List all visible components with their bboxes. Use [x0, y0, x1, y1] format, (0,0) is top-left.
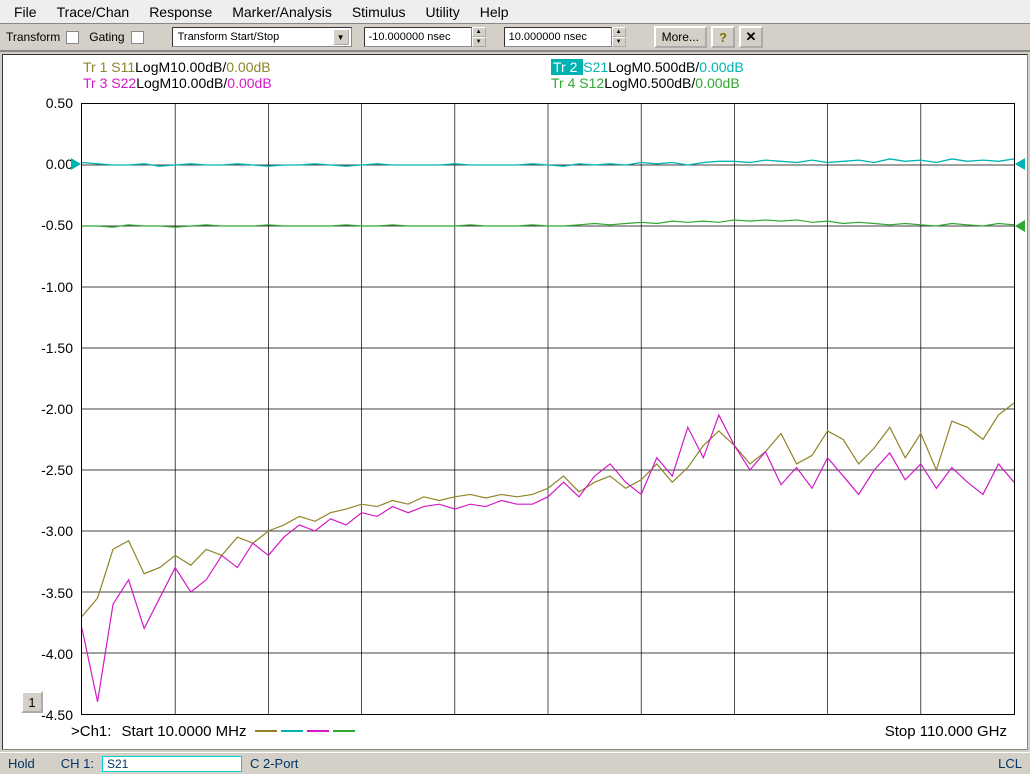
- menu-bar: File Trace/Chan Response Marker/Analysis…: [0, 0, 1030, 24]
- ref-marker[interactable]: [1015, 158, 1025, 170]
- legend-trace-id[interactable]: Tr 1: [83, 59, 111, 75]
- menu-utility[interactable]: Utility: [418, 2, 468, 22]
- spin-down-icon[interactable]: ▼: [612, 37, 626, 47]
- help-icon[interactable]: ?: [711, 26, 735, 48]
- legend-trace-id[interactable]: Tr 2: [551, 59, 583, 75]
- trace-legend: Tr 1 S11 LogM 10.00dB/ 0.00dBTr 2 S21 Lo…: [83, 59, 1019, 91]
- transform-label: Transform: [6, 30, 60, 44]
- menu-file[interactable]: File: [6, 2, 45, 22]
- plot-svg: [82, 104, 1014, 714]
- y-tick-label: -0.50: [41, 217, 73, 233]
- legend-trace-id[interactable]: Tr 3: [83, 75, 111, 91]
- more-button[interactable]: More...: [654, 26, 707, 48]
- menu-help[interactable]: Help: [472, 2, 517, 22]
- spin-up-icon[interactable]: ▲: [472, 27, 486, 37]
- start-time-value[interactable]: -10.000000 nsec: [364, 27, 472, 47]
- scale-tag[interactable]: 1: [21, 691, 43, 713]
- y-tick-label: 0.00: [46, 156, 73, 172]
- gating-checkbox[interactable]: [131, 31, 144, 44]
- transform-mode-combo[interactable]: Transform Start/Stop ▼: [172, 27, 352, 47]
- start-time-stepper[interactable]: -10.000000 nsec ▲▼: [364, 27, 486, 47]
- y-tick-label: 0.50: [46, 95, 73, 111]
- menu-stimulus[interactable]: Stimulus: [344, 2, 414, 22]
- menu-marker-analysis[interactable]: Marker/Analysis: [224, 2, 340, 22]
- close-icon[interactable]: ✕: [739, 26, 763, 48]
- trace-color-swatch: [307, 730, 329, 732]
- ref-marker[interactable]: [1015, 220, 1025, 232]
- trace-color-swatch: [281, 730, 303, 732]
- status-ch: CH 1:: [61, 756, 94, 771]
- menu-response[interactable]: Response: [141, 2, 220, 22]
- gating-label: Gating: [89, 30, 124, 44]
- stop-time-value[interactable]: 10.000000 nsec: [504, 27, 612, 47]
- x-stop-label: Stop 110.000 GHz: [885, 723, 1007, 740]
- stop-time-stepper[interactable]: 10.000000 nsec ▲▼: [504, 27, 626, 47]
- status-port: C 2-Port: [250, 756, 298, 771]
- x-start-label: Start 10.0000 MHz: [121, 723, 246, 740]
- x-axis: >Ch1: Start 10.0000 MHz Stop 110.000 GHz: [63, 719, 1015, 743]
- spin-down-icon[interactable]: ▼: [472, 37, 486, 47]
- spin-up-icon[interactable]: ▲: [612, 27, 626, 37]
- plot-panel: Tr 1 S11 LogM 10.00dB/ 0.00dBTr 2 S21 Lo…: [2, 54, 1028, 750]
- channel-prefix: >Ch1:: [71, 723, 111, 740]
- y-tick-label: -1.00: [41, 279, 73, 295]
- y-tick-label: -4.00: [41, 646, 73, 662]
- plot-area[interactable]: [81, 103, 1015, 715]
- menu-trace-chan[interactable]: Trace/Chan: [49, 2, 138, 22]
- legend-trace-id[interactable]: Tr 4: [551, 75, 579, 91]
- status-bar: Hold CH 1: S21 C 2-Port LCL: [0, 752, 1030, 774]
- y-tick-label: -1.50: [41, 340, 73, 356]
- status-hold: Hold: [8, 756, 35, 771]
- y-axis-labels: 0.500.00-0.50-1.00-1.50-2.00-2.50-3.00-3…: [3, 103, 77, 715]
- chevron-down-icon[interactable]: ▼: [333, 29, 349, 45]
- trace-color-legend: [255, 730, 355, 732]
- y-tick-label: -2.50: [41, 462, 73, 478]
- transform-checkbox[interactable]: [66, 31, 79, 44]
- ref-marker[interactable]: [71, 158, 81, 170]
- y-tick-label: -3.00: [41, 523, 73, 539]
- y-tick-label: -2.00: [41, 401, 73, 417]
- status-lcl: LCL: [998, 756, 1022, 771]
- trace-color-swatch: [255, 730, 277, 732]
- toolbar: Transform Gating Transform Start/Stop ▼ …: [0, 24, 1030, 52]
- trace-color-swatch: [333, 730, 355, 732]
- y-tick-label: -3.50: [41, 585, 73, 601]
- combo-value: Transform Start/Stop: [175, 31, 280, 43]
- status-param-field[interactable]: S21: [102, 756, 242, 772]
